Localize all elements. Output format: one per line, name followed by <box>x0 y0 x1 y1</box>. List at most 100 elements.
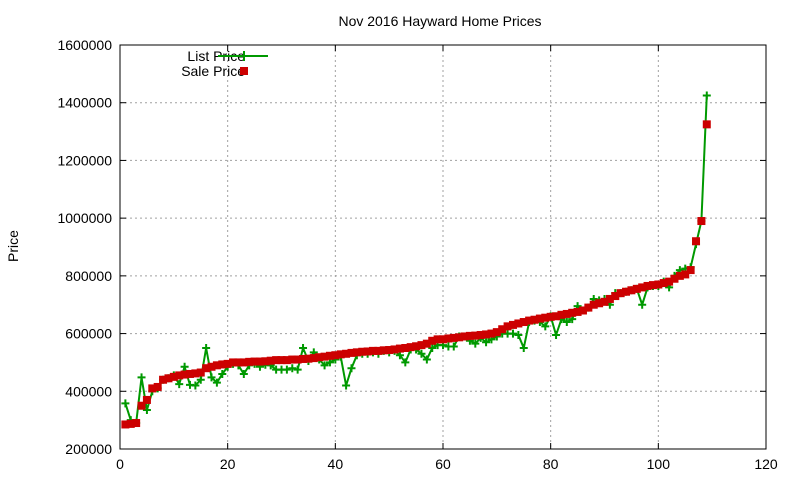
sale-price-point <box>159 375 168 384</box>
sale-price-point <box>320 352 329 361</box>
sale-price-point <box>175 371 184 380</box>
sale-price-point <box>595 299 604 308</box>
list-price-point <box>471 339 480 348</box>
sale-price-point <box>428 336 437 345</box>
sale-price-point <box>417 341 426 350</box>
sale-price-point <box>191 369 200 378</box>
list-price-point <box>175 380 184 389</box>
sale-price-point <box>390 345 399 354</box>
x-tick-label: 80 <box>543 456 559 472</box>
sale-price-point <box>234 358 243 367</box>
sale-price-point <box>282 356 291 365</box>
sale-price-point <box>444 334 453 343</box>
sale-price-point <box>455 333 464 342</box>
list-price-point <box>239 369 248 378</box>
list-price-point <box>519 344 528 352</box>
list-price-point <box>299 344 308 352</box>
sale-price-point <box>315 353 324 362</box>
list-price-point <box>347 364 356 373</box>
sale-price-point <box>277 356 286 365</box>
sale-price-point <box>401 344 410 352</box>
y-tick-label: 1400000 <box>57 95 112 111</box>
sale-price-point <box>659 279 668 288</box>
sale-price-point <box>460 332 469 341</box>
sale-price-point <box>611 292 620 301</box>
sale-price-point <box>255 357 264 366</box>
sale-price-point <box>169 372 178 381</box>
sale-price-point <box>272 356 281 365</box>
list-price-point <box>401 358 410 367</box>
sale-price-point <box>643 281 652 290</box>
sale-price-point <box>180 370 189 379</box>
y-tick-label: 1000000 <box>57 210 112 226</box>
sale-price-point <box>433 335 442 344</box>
sale-price-point <box>142 395 151 404</box>
sale-price-point <box>578 306 587 315</box>
list-price-point <box>702 91 711 100</box>
sale-price-point <box>665 277 674 286</box>
sale-price-point <box>605 294 614 303</box>
sale-price-point <box>153 382 162 391</box>
sale-price-point <box>482 330 491 339</box>
sale-price-point <box>363 347 372 356</box>
sale-price-point <box>562 309 571 318</box>
list-price-point <box>212 378 221 387</box>
legend: List Price Sale Price <box>181 48 268 79</box>
sale-price-point <box>503 322 512 331</box>
x-axis-ticks: 0 20 40 60 80 100 120 <box>116 45 778 472</box>
sale-price-point <box>293 355 302 364</box>
sale-price-point <box>132 419 141 428</box>
sale-price-point <box>299 354 308 363</box>
y-tick-label: 400000 <box>65 383 112 399</box>
sale-price-point <box>347 348 356 357</box>
sale-price-point <box>686 266 695 275</box>
sale-price-point <box>541 313 550 322</box>
sale-price-point <box>622 287 631 296</box>
list-price-point <box>202 344 211 352</box>
y-tick-label: 1200000 <box>57 152 112 168</box>
sale-price-point <box>616 289 625 298</box>
sale-price-point <box>449 333 458 342</box>
x-tick-label: 40 <box>328 456 344 472</box>
sale-price-point <box>422 339 431 348</box>
list-price-point <box>449 342 458 351</box>
sale-price-point <box>675 271 684 280</box>
list-price-point <box>342 381 351 390</box>
x-tick-label: 0 <box>116 456 124 472</box>
y-axis-ticks: 200000 400000 600000 800000 1000000 1200000 14… <box>57 37 766 457</box>
sale-price-point <box>584 303 593 312</box>
sale-price-point <box>627 286 636 295</box>
sale-price-point <box>374 346 383 355</box>
sale-price-point <box>465 331 474 340</box>
y-tick-label: 200000 <box>65 441 112 457</box>
sale-price-point <box>589 300 598 309</box>
sale-price-point <box>342 349 351 358</box>
sale-price-point <box>196 368 205 377</box>
list-price-point <box>422 355 431 364</box>
sale-price-point <box>638 283 647 292</box>
sale-price-point <box>692 237 701 246</box>
list-price-point <box>562 318 571 327</box>
sale-price-point <box>670 274 679 283</box>
sale-price-point <box>654 280 663 289</box>
sale-price-point <box>492 328 501 337</box>
sale-price-point <box>207 362 216 371</box>
sale-price-point <box>245 357 254 366</box>
sale-price-point <box>406 343 415 352</box>
sale-price-point <box>358 347 367 356</box>
sale-price-point <box>352 348 361 357</box>
sale-price-point <box>185 369 194 378</box>
sale-price-point <box>535 314 544 323</box>
sale-price-point <box>379 346 388 355</box>
sale-price-point <box>250 357 259 366</box>
sale-price-point <box>530 315 539 324</box>
list-price-point <box>508 329 517 338</box>
y-tick-label: 1600000 <box>57 37 112 53</box>
series-list-price <box>121 91 711 428</box>
sale-price-point <box>573 307 582 316</box>
x-tick-label: 100 <box>647 456 671 472</box>
sale-price-point <box>546 312 555 321</box>
sale-price-point <box>223 359 232 368</box>
sale-price-point <box>261 357 270 366</box>
